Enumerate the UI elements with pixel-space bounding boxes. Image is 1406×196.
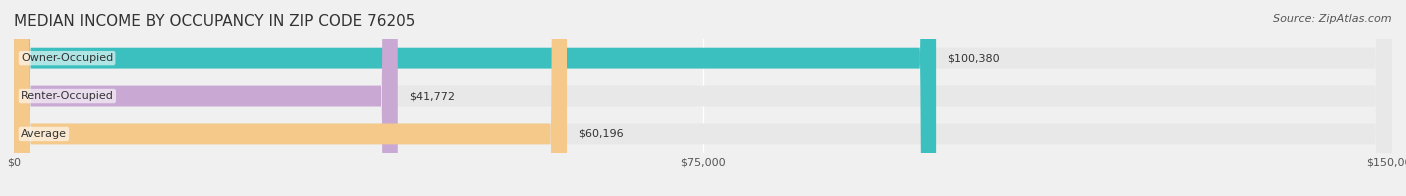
FancyBboxPatch shape — [14, 0, 398, 196]
Text: $60,196: $60,196 — [578, 129, 624, 139]
Text: $41,772: $41,772 — [409, 91, 454, 101]
FancyBboxPatch shape — [14, 0, 567, 196]
FancyBboxPatch shape — [14, 0, 936, 196]
FancyBboxPatch shape — [14, 0, 1392, 196]
FancyBboxPatch shape — [14, 0, 1392, 196]
Text: MEDIAN INCOME BY OCCUPANCY IN ZIP CODE 76205: MEDIAN INCOME BY OCCUPANCY IN ZIP CODE 7… — [14, 14, 415, 29]
Text: $100,380: $100,380 — [948, 53, 1000, 63]
Text: Owner-Occupied: Owner-Occupied — [21, 53, 114, 63]
FancyBboxPatch shape — [14, 0, 1392, 196]
Text: Renter-Occupied: Renter-Occupied — [21, 91, 114, 101]
Text: Source: ZipAtlas.com: Source: ZipAtlas.com — [1274, 14, 1392, 24]
Text: Average: Average — [21, 129, 67, 139]
